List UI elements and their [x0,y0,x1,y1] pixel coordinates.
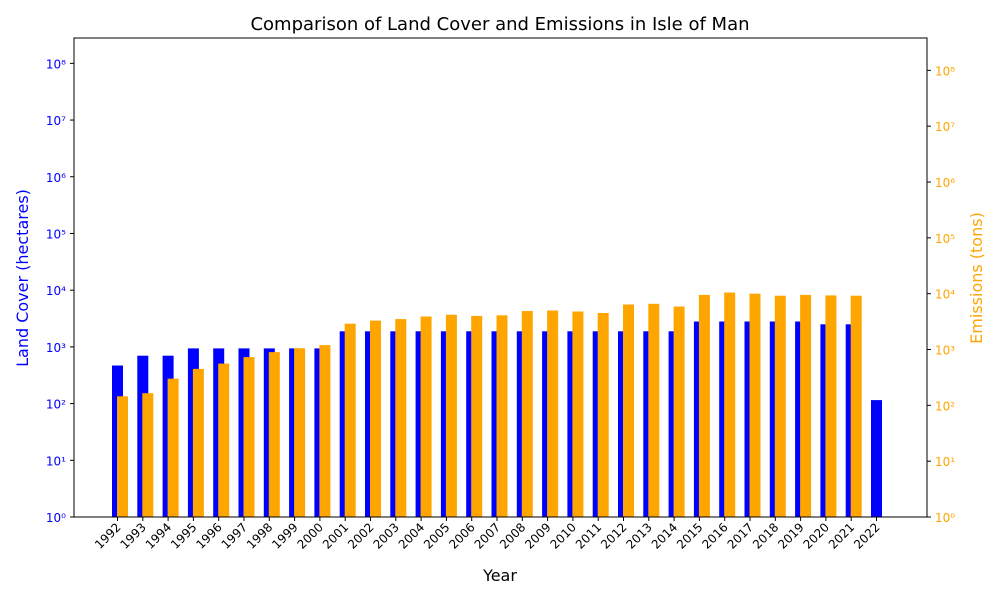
right-y-axis: 10⁰ 10¹ 10² 10³ 10⁴ 10⁵ 10⁶ 10⁷ 10⁸ [927,64,955,525]
emissions-bar [344,323,356,517]
emissions-bar [572,311,584,517]
emissions-bar [445,314,457,517]
emissions-bar [496,315,508,517]
right-y-tick-label: 10⁵ [935,232,955,246]
right-y-axis-label: Emissions (tons) [967,212,986,344]
emissions-bar [547,310,559,517]
emissions-bar [142,393,154,517]
plot-frame [73,37,928,518]
emissions-bar [623,304,634,517]
emissions-bar [673,306,685,517]
emissions-bars [117,292,862,517]
land-cover-bar [871,400,882,517]
emissions-bar [698,294,710,517]
emissions-bar [724,292,736,517]
emissions-bar [471,315,483,517]
emissions-bar [597,313,609,517]
emissions-bar [774,295,786,517]
emissions-bar [294,348,306,517]
x-axis-label: Year [482,566,517,585]
left-y-tick-label: 10⁷ [46,114,66,128]
left-y-tick-label: 10³ [46,341,66,355]
chart-title: Comparison of Land Cover and Emissions i… [250,14,749,35]
left-y-axis-label: Land Cover (hectares) [13,189,32,367]
left-y-tick-label: 10⁴ [46,284,66,298]
left-y-tick-label: 10⁰ [46,511,66,525]
right-y-tick-label: 10⁰ [935,511,955,525]
right-y-tick-label: 10³ [935,344,955,358]
left-y-tick-label: 10² [46,398,66,412]
right-y-tick-label: 10⁴ [935,288,955,302]
right-y-tick-label: 10⁶ [935,176,955,190]
emissions-bar [167,378,179,517]
emissions-bar [395,319,407,517]
emissions-bar [319,345,331,517]
left-y-tick-label: 10⁵ [46,227,66,241]
emissions-bar [370,320,381,517]
emissions-bar [800,294,812,517]
emissions-bar [218,363,230,517]
emissions-bar [420,316,432,517]
emissions-bar [243,357,255,517]
right-y-tick-label: 10² [935,399,955,413]
left-y-tick-label: 10¹ [46,454,66,468]
emissions-bar [648,303,660,517]
emissions-bar [268,352,280,517]
left-y-axis: 10⁰ 10¹ 10² 10³ 10⁴ 10⁵ 10⁶ 10⁷ 10⁸ [46,57,74,525]
emissions-bar [521,311,533,517]
emissions-bar [825,295,837,517]
emissions-bar [117,396,128,517]
right-y-tick-label: 10¹ [935,455,955,469]
right-y-tick-label: 10⁸ [935,64,955,78]
left-y-tick-label: 10⁸ [46,57,66,71]
emissions-bar [192,368,204,517]
right-y-tick-label: 10⁷ [935,120,955,134]
left-y-tick-label: 10⁶ [46,171,66,185]
emissions-bar [749,293,761,517]
emissions-bar [850,295,862,517]
